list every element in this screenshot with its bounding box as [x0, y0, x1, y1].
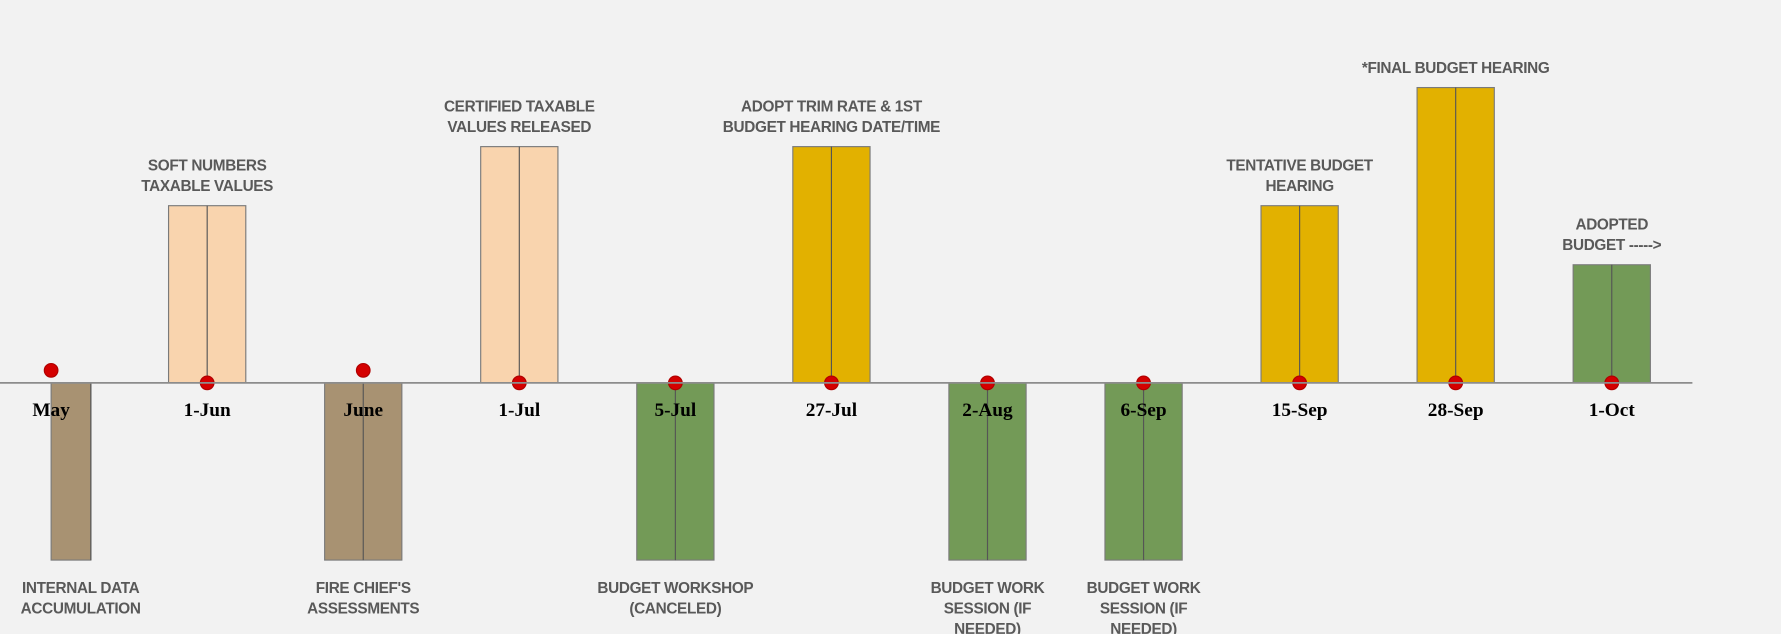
x-tick-label: 28-Sep [1428, 400, 1484, 421]
annotation: CERTIFIED TAXABLE VALUES RELEASED [443, 97, 595, 136]
annotation-box: BUDGET WORKSHOP (CANCELED) [579, 578, 772, 634]
annotation-wrap: BUDGET WORK SESSION (IF NEEDED) [1077, 578, 1211, 634]
annotation-wrap: BUDGET WORKSHOP (CANCELED) [579, 578, 772, 634]
x-tick-label: 2-Aug [962, 400, 1013, 421]
x-tick-label: 1-Oct [1589, 400, 1636, 421]
annotation-box: CERTIFIED TAXABLE VALUES RELEASED [428, 0, 610, 137]
annotation: ADOPTED BUDGET -----> [1562, 215, 1662, 254]
annotation-box: FIRE CHIEF'S ASSESSMENTS [295, 578, 431, 634]
timeline-dot [43, 363, 59, 378]
x-tick-label: 6-Sep [1121, 400, 1167, 421]
x-tick-label: 5-Jul [654, 400, 696, 421]
annotation-box: TENTATIVE BUDGET HEARING [1209, 0, 1391, 197]
annotation-wrap: SOFT NUMBERS TAXABLE VALUES [128, 0, 287, 197]
x-tick-label: 15-Sep [1272, 400, 1328, 421]
x-tick-label: 27-Jul [806, 400, 858, 421]
annotation-box: SOFT NUMBERS TAXABLE VALUES [128, 0, 287, 197]
bar [50, 382, 92, 561]
annotation: FIRE CHIEF'S ASSESSMENTS [307, 579, 420, 617]
annotation-wrap: *FINAL BUDGET HEARING [1331, 0, 1581, 78]
annotation: *FINAL BUDGET HEARING [1361, 59, 1550, 77]
annotation-box: ADOPT TRIM RATE & 1ST BUDGET HEARING DAT… [718, 0, 945, 137]
annotation-wrap: TENTATIVE BUDGET HEARING [1209, 0, 1391, 197]
x-tick-label: 1-Jun [184, 400, 231, 421]
annotation: TENTATIVE BUDGET HEARING [1226, 156, 1373, 195]
annotation: BUDGET WORK SESSION (IF NEEDED) [1086, 579, 1201, 634]
x-tick-label: 1-Jul [498, 400, 540, 421]
annotation-wrap: ADOPTED BUDGET -----> [1561, 0, 1663, 256]
annotation: SOFT NUMBERS TAXABLE VALUES [141, 156, 274, 195]
annotation-box: BUDGET WORK SESSION (IF NEEDED) [1077, 578, 1211, 634]
x-tick-label: May [32, 400, 70, 421]
annotation-wrap: FIRE CHIEF'S ASSESSMENTS [295, 578, 431, 634]
annotation-wrap: ADOPT TRIM RATE & 1ST BUDGET HEARING DAT… [718, 0, 945, 137]
annotation: INTERNAL DATA ACCUMULATION [20, 579, 141, 617]
annotation-wrap: INTERNAL DATA ACCUMULATION [10, 578, 152, 634]
annotation-wrap: BUDGET WORK SESSION (IF NEEDED) [920, 578, 1054, 634]
timeline-dot [355, 363, 371, 378]
annotation: BUDGET WORKSHOP (CANCELED) [597, 579, 754, 617]
annotation-box: INTERNAL DATA ACCUMULATION [10, 578, 152, 634]
annotation-box: ADOPTED BUDGET -----> [1561, 0, 1663, 256]
annotation-wrap: CERTIFIED TAXABLE VALUES RELEASED [428, 0, 610, 137]
annotation-box: *FINAL BUDGET HEARING [1331, 0, 1581, 78]
annotation: BUDGET WORK SESSION (IF NEEDED) [930, 579, 1045, 634]
annotation-box: BUDGET WORK SESSION (IF NEEDED) [920, 578, 1054, 634]
x-tick-label: June [343, 400, 383, 421]
annotation: ADOPT TRIM RATE & 1ST BUDGET HEARING DAT… [722, 97, 941, 136]
